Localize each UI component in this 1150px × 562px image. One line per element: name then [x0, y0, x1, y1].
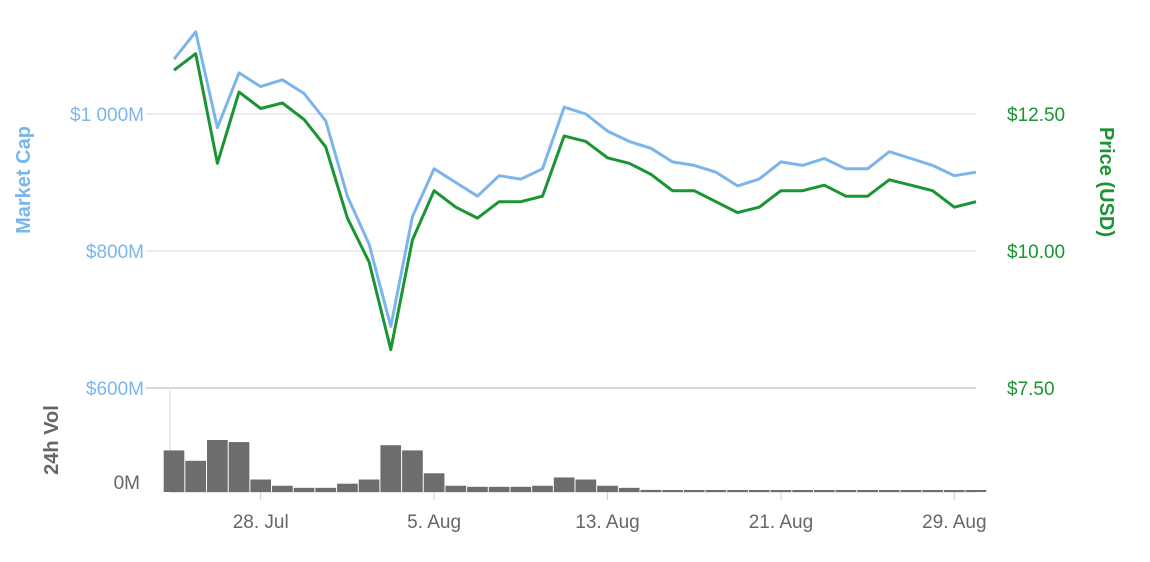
volume-bar [532, 485, 553, 492]
volume-bar [878, 490, 900, 492]
volume-bar [900, 490, 922, 492]
volume-bar [835, 490, 857, 492]
volume-bar [618, 487, 640, 492]
volume-bar [922, 490, 943, 492]
right-tick-label: $12.50 [1007, 105, 1065, 126]
volume-bar [315, 487, 337, 492]
left-tick-label: $600M [86, 379, 144, 400]
volume-bar [467, 486, 488, 492]
volume-bar [402, 450, 423, 492]
volume-bar [250, 479, 272, 492]
volume-bar [857, 490, 878, 492]
x-tick-label: 5. Aug [407, 512, 461, 533]
left-axis-title: Market Cap [13, 126, 35, 234]
volume-bar [488, 486, 510, 492]
volume-bar [207, 440, 228, 492]
right-tick-label: $10.00 [1007, 242, 1065, 263]
x-tick-label: 28. Jul [233, 512, 289, 533]
volume-bar [293, 487, 315, 492]
axis-labels: $1 000M $800M $600M $12.50 $10.00 $7.50 0M 28. … [70, 105, 1065, 533]
x-tick-label: 13. Aug [575, 512, 639, 533]
left-tick-label: $1 000M [70, 105, 144, 126]
volume-bar [748, 490, 770, 492]
volume-bar [380, 445, 402, 492]
volume-axis-title: 24h Vol [41, 405, 63, 475]
volume-bar [965, 490, 987, 492]
volume-bar [272, 485, 293, 492]
volume-bar [553, 477, 575, 492]
series-lines [172, 30, 977, 352]
volume-bar [683, 490, 705, 492]
volume-bar [943, 490, 965, 492]
volume-bar [358, 479, 380, 492]
volume-bar [228, 442, 250, 492]
x-tick-label: 21. Aug [749, 512, 813, 533]
volume-bars [163, 440, 987, 492]
volume-bar [640, 489, 662, 492]
x-tick-label: 29. Aug [922, 512, 986, 533]
volume-tick-label: 0M [114, 473, 140, 494]
volume-bar [423, 473, 445, 492]
volume-bar [445, 485, 467, 492]
volume-bar [770, 490, 792, 492]
volume-bar [163, 450, 185, 492]
market-cap-line [172, 30, 977, 328]
grid-lines [146, 113, 976, 493]
volume-bar [185, 460, 207, 492]
right-tick-label: $7.50 [1007, 379, 1055, 400]
price-line [173, 52, 977, 352]
volume-bar [575, 479, 597, 492]
volume-bar [337, 483, 358, 492]
volume-bar [510, 486, 532, 492]
volume-bar [813, 490, 835, 492]
volume-bar [727, 490, 748, 492]
left-tick-label: $800M [86, 242, 144, 263]
volume-bar [662, 490, 683, 492]
volume-bar [792, 490, 813, 492]
volume-bar [597, 485, 618, 492]
right-axis-title: Price (USD) [1095, 127, 1117, 237]
volume-bar [705, 490, 727, 492]
